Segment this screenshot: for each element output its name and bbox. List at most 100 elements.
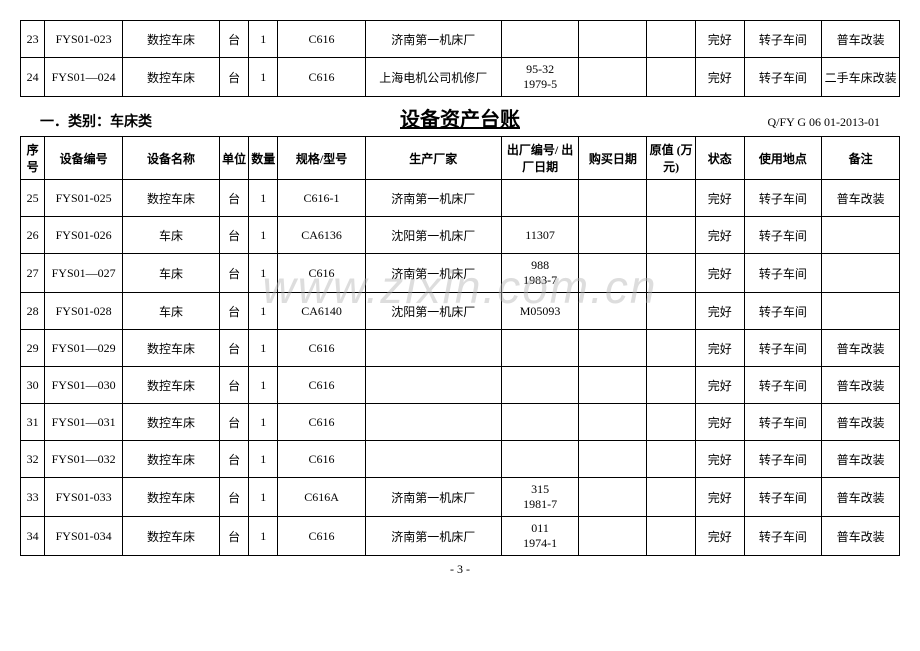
cell-code: FYS01—029 xyxy=(45,330,123,367)
cell-remark: 普车改装 xyxy=(822,21,900,58)
cell-buydate xyxy=(579,330,647,367)
cell-place: 转子车间 xyxy=(744,478,822,517)
cell-remark: 普车改装 xyxy=(822,478,900,517)
cell-spec: C616 xyxy=(278,441,365,478)
table-row: 28FYS01-028车床台1CA6140沈阳第一机床厂M05093完好转子车间 xyxy=(21,293,900,330)
cell-spec: CA6140 xyxy=(278,293,365,330)
col-unit: 单位 xyxy=(220,137,249,180)
cell-name: 车床 xyxy=(122,217,219,254)
cell-unit: 台 xyxy=(220,367,249,404)
cell-status: 完好 xyxy=(695,478,744,517)
col-factory: 生产厂家 xyxy=(365,137,501,180)
cell-name: 车床 xyxy=(122,254,219,293)
cell-qty: 1 xyxy=(249,217,278,254)
cell-remark xyxy=(822,254,900,293)
cell-spec: C616-1 xyxy=(278,180,365,217)
table-row: 33FYS01-033数控车床台1C616A济南第一机床厂3151981-7完好… xyxy=(21,478,900,517)
col-remark: 备注 xyxy=(822,137,900,180)
cell-serial: 3151981-7 xyxy=(501,478,579,517)
cell-unit: 台 xyxy=(220,478,249,517)
cell-place: 转子车间 xyxy=(744,404,822,441)
cell-factory: 沈阳第一机床厂 xyxy=(365,293,501,330)
cell-buydate xyxy=(579,293,647,330)
cell-serial xyxy=(501,330,579,367)
cell-code: FYS01-026 xyxy=(45,217,123,254)
cell-remark: 普车改装 xyxy=(822,404,900,441)
cell-status: 完好 xyxy=(695,180,744,217)
cell-code: FYS01—031 xyxy=(45,404,123,441)
cell-status: 完好 xyxy=(695,441,744,478)
cell-value xyxy=(647,180,696,217)
cell-buydate xyxy=(579,180,647,217)
cell-value xyxy=(647,293,696,330)
cell-seq: 25 xyxy=(21,180,45,217)
cell-name: 数控车床 xyxy=(122,517,219,556)
cell-name: 数控车床 xyxy=(122,441,219,478)
cell-place: 转子车间 xyxy=(744,293,822,330)
table-row: 29FYS01—029数控车床台1C616完好转子车间普车改装 xyxy=(21,330,900,367)
category-label: 一．类别：车床类 xyxy=(20,111,320,131)
cell-value xyxy=(647,330,696,367)
cell-seq: 31 xyxy=(21,404,45,441)
cell-code: FYS01—030 xyxy=(45,367,123,404)
cell-place: 转子车间 xyxy=(744,180,822,217)
cell-name: 数控车床 xyxy=(122,330,219,367)
cell-remark xyxy=(822,293,900,330)
cell-buydate xyxy=(579,217,647,254)
cell-place: 转子车间 xyxy=(744,367,822,404)
cell-place: 转子车间 xyxy=(744,330,822,367)
cell-status: 完好 xyxy=(695,367,744,404)
top-table: 23FYS01-023数控车床台1C616济南第一机床厂完好转子车间普车改装24… xyxy=(20,20,900,97)
cell-serial: 95-321979-5 xyxy=(501,58,579,97)
cell-spec: C616 xyxy=(278,21,365,58)
cell-name: 数控车床 xyxy=(122,404,219,441)
cell-remark: 普车改装 xyxy=(822,330,900,367)
col-buydate: 购买日期 xyxy=(579,137,647,180)
cell-spec: C616 xyxy=(278,330,365,367)
cell-name: 数控车床 xyxy=(122,478,219,517)
cell-unit: 台 xyxy=(220,330,249,367)
cell-serial xyxy=(501,180,579,217)
table-row: 26FYS01-026车床台1CA6136沈阳第一机床厂11307完好转子车间 xyxy=(21,217,900,254)
cell-code: FYS01-028 xyxy=(45,293,123,330)
cell-code: FYS01—024 xyxy=(45,58,123,97)
cell-buydate xyxy=(579,367,647,404)
cell-status: 完好 xyxy=(695,293,744,330)
cell-unit: 台 xyxy=(220,254,249,293)
cell-name: 数控车床 xyxy=(122,367,219,404)
cell-unit: 台 xyxy=(220,180,249,217)
cell-seq: 23 xyxy=(21,21,45,58)
cell-qty: 1 xyxy=(249,21,278,58)
cell-qty: 1 xyxy=(249,367,278,404)
cell-status: 完好 xyxy=(695,330,744,367)
cell-place: 转子车间 xyxy=(744,254,822,293)
cell-seq: 26 xyxy=(21,217,45,254)
cell-serial: 9881983-7 xyxy=(501,254,579,293)
page-number: - 3 - xyxy=(20,562,900,577)
cell-factory xyxy=(365,404,501,441)
col-qty: 数量 xyxy=(249,137,278,180)
cell-value xyxy=(647,441,696,478)
cell-unit: 台 xyxy=(220,441,249,478)
col-spec: 规格/型号 xyxy=(278,137,365,180)
cell-spec: CA6136 xyxy=(278,217,365,254)
cell-serial: 11307 xyxy=(501,217,579,254)
cell-status: 完好 xyxy=(695,254,744,293)
cell-status: 完好 xyxy=(695,404,744,441)
cell-value xyxy=(647,367,696,404)
cell-unit: 台 xyxy=(220,404,249,441)
cell-qty: 1 xyxy=(249,293,278,330)
cell-unit: 台 xyxy=(220,217,249,254)
cell-serial: 0111974-1 xyxy=(501,517,579,556)
cell-remark: 普车改装 xyxy=(822,441,900,478)
cell-status: 完好 xyxy=(695,58,744,97)
cell-status: 完好 xyxy=(695,21,744,58)
cell-seq: 24 xyxy=(21,58,45,97)
col-status: 状态 xyxy=(695,137,744,180)
cell-value xyxy=(647,217,696,254)
cell-name: 车床 xyxy=(122,293,219,330)
cell-buydate xyxy=(579,58,647,97)
cell-qty: 1 xyxy=(249,180,278,217)
cell-buydate xyxy=(579,441,647,478)
cell-factory xyxy=(365,441,501,478)
